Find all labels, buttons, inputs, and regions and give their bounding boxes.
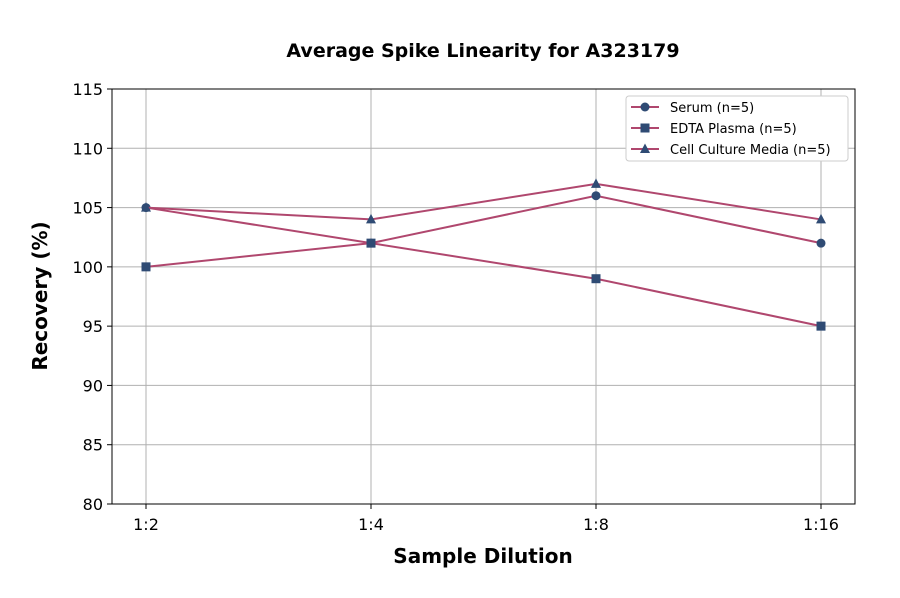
y-tick-label: 85 — [83, 436, 103, 455]
data-point-triangle — [141, 202, 151, 212]
y-axis: 80 85 90 95 100 105 110 115 — [72, 80, 112, 514]
data-point-square — [366, 238, 376, 248]
data-point-circle — [816, 238, 826, 248]
legend-marker-triangle — [640, 143, 650, 153]
y-axis-label: Recovery (%) — [28, 221, 52, 370]
x-tick-label: 1:8 — [583, 515, 609, 534]
legend-item: Serum (n=5) — [631, 101, 754, 116]
x-tick-label: 1:4 — [358, 515, 384, 534]
series-line — [145, 242, 822, 328]
data-point-triangle — [366, 213, 376, 224]
data-point-triangle — [816, 213, 826, 224]
x-axis: 1:2 1:4 1:8 1:16 — [133, 504, 839, 534]
y-tick-label: 105 — [72, 199, 103, 218]
data-point-triangle — [591, 178, 601, 188]
legend-box — [625, 95, 849, 162]
y-tick-label: 110 — [72, 139, 103, 158]
series-line — [145, 194, 822, 245]
y-tick-label: 100 — [72, 258, 103, 277]
legend-marker-circle — [640, 102, 650, 112]
plot-frame — [111, 88, 856, 505]
y-tick-label: 90 — [83, 376, 103, 395]
y-tick-label: 95 — [83, 317, 103, 336]
legend-item: Cell Culture Media (n=5) — [631, 143, 831, 158]
data-point-circle — [591, 191, 601, 201]
x-axis-label: Sample Dilution — [393, 544, 572, 568]
chart-title: Average Spike Linearity for A323179 — [286, 40, 679, 62]
legend-item: EDTA Plasma (n=5) — [631, 122, 797, 137]
x-tick-label: 1:16 — [803, 515, 839, 534]
y-tick-label: 115 — [72, 80, 103, 99]
x-tick-label: 1:2 — [133, 515, 159, 534]
legend-label: Serum (n=5) — [670, 101, 754, 116]
series-line — [145, 182, 822, 221]
series-cell — [141, 178, 826, 224]
data-point-square — [141, 262, 151, 272]
series-serum — [141, 191, 826, 248]
legend-marker-square — [640, 123, 650, 133]
data-point-square — [591, 274, 601, 284]
data-point-square — [816, 321, 826, 331]
legend: Serum (n=5) EDTA Plasma (n=5) Cell Culture… — [625, 95, 849, 162]
y-tick-label: 80 — [83, 495, 103, 514]
series-edta — [141, 238, 826, 331]
legend-label: Cell Culture Media (n=5) — [670, 143, 831, 158]
legend-label: EDTA Plasma (n=5) — [670, 122, 797, 137]
series-group — [141, 178, 826, 331]
